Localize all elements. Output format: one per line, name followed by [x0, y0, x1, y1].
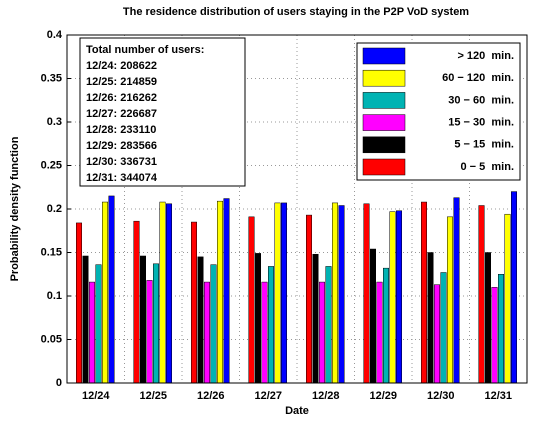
plot-frame [66, 34, 528, 384]
annotation-text: 12/29: 283566 [86, 140, 157, 152]
annotation-text: 12/30: 336731 [86, 156, 157, 168]
bar [159, 201, 166, 384]
bar [281, 202, 287, 384]
bar [102, 201, 108, 384]
bar [447, 216, 453, 384]
bar [306, 214, 312, 384]
x-tick-label: 12/27 [254, 390, 282, 402]
bar [217, 200, 223, 384]
legend-swatch [362, 69, 406, 87]
bar [383, 267, 389, 384]
bar [453, 197, 460, 384]
annotation-text: 12/31: 344074 [86, 172, 158, 184]
bar [274, 202, 281, 384]
bar [95, 264, 102, 384]
bar [440, 272, 447, 384]
bar [319, 281, 325, 384]
bar [427, 252, 434, 384]
bar [338, 205, 345, 384]
x-tick-label: 12/24 [82, 390, 110, 402]
y-tick-label: 0.25 [41, 159, 62, 171]
bar [325, 266, 332, 384]
legend-swatch [362, 47, 406, 65]
legend-label: 60 − 120 min. [442, 72, 514, 84]
bar [210, 264, 217, 384]
bar [255, 253, 261, 384]
bar [511, 191, 517, 384]
legend-swatch [362, 114, 406, 131]
bar [478, 205, 485, 384]
y-tick-label: 0.35 [41, 72, 62, 84]
x-tick-label: 12/25 [139, 390, 167, 402]
x-axis-label: Date [285, 405, 309, 417]
bar [498, 274, 504, 384]
legend-label: 15 − 30 min. [448, 117, 514, 129]
y-tick-label: 0.05 [41, 333, 62, 345]
annotation-text: 12/26: 216262 [86, 92, 157, 104]
bar [332, 202, 338, 384]
legend-label: 0 − 5 min. [461, 161, 515, 173]
legend-swatch [362, 92, 406, 109]
y-tick-label: 0.3 [47, 116, 62, 128]
bar [153, 263, 159, 384]
annotation-box [79, 37, 246, 187]
annotation-text: Total number of users: [86, 44, 204, 56]
bar [396, 210, 402, 384]
bar [312, 253, 319, 384]
bar [363, 203, 370, 384]
bar [108, 195, 115, 384]
bar [485, 252, 491, 384]
annotation-text: 12/27: 226687 [86, 108, 157, 120]
bar [223, 198, 230, 384]
bar [261, 281, 268, 384]
y-tick-label: 0 [56, 377, 62, 389]
annotation-text: 12/24: 208622 [86, 60, 157, 72]
legend-swatch [362, 158, 406, 176]
bar [146, 280, 153, 384]
legend-box [356, 42, 521, 181]
bar [133, 220, 140, 384]
bar [376, 281, 383, 384]
x-tick-label: 12/31 [484, 390, 512, 402]
x-tick-label: 12/28 [312, 390, 340, 402]
bar [268, 266, 274, 384]
bar [504, 213, 511, 384]
x-tick-label: 12/26 [197, 390, 225, 402]
bar [421, 201, 427, 384]
legend-label: > 120 min. [457, 50, 514, 62]
y-tick-label: 0.1 [47, 290, 62, 302]
bar [389, 211, 396, 384]
y-axis-label: Probability density function [9, 136, 21, 281]
x-tick-label: 12/30 [427, 390, 455, 402]
legend-swatch [362, 136, 406, 154]
bar [191, 221, 197, 384]
legend-label: 30 − 60 min. [448, 94, 514, 106]
y-tick-label: 0.2 [47, 203, 62, 215]
x-tick-label: 12/29 [369, 390, 397, 402]
bar [89, 281, 95, 384]
bar [248, 216, 255, 384]
bar [166, 203, 172, 384]
y-tick-label: 0.15 [41, 246, 62, 258]
bar [82, 255, 89, 384]
annotation-text: 12/25: 214859 [86, 76, 157, 88]
bar [197, 256, 204, 384]
bar [76, 222, 82, 384]
bar [370, 248, 376, 384]
bar [204, 281, 210, 384]
bar [434, 284, 440, 384]
legend-label: 5 − 15 min. [454, 139, 514, 151]
bar [491, 287, 498, 384]
chart-title: The residence distribution of users stay… [123, 6, 469, 18]
bar [140, 255, 146, 384]
y-tick-label: 0.4 [47, 29, 63, 41]
annotation-text: 12/28: 233110 [86, 124, 156, 136]
